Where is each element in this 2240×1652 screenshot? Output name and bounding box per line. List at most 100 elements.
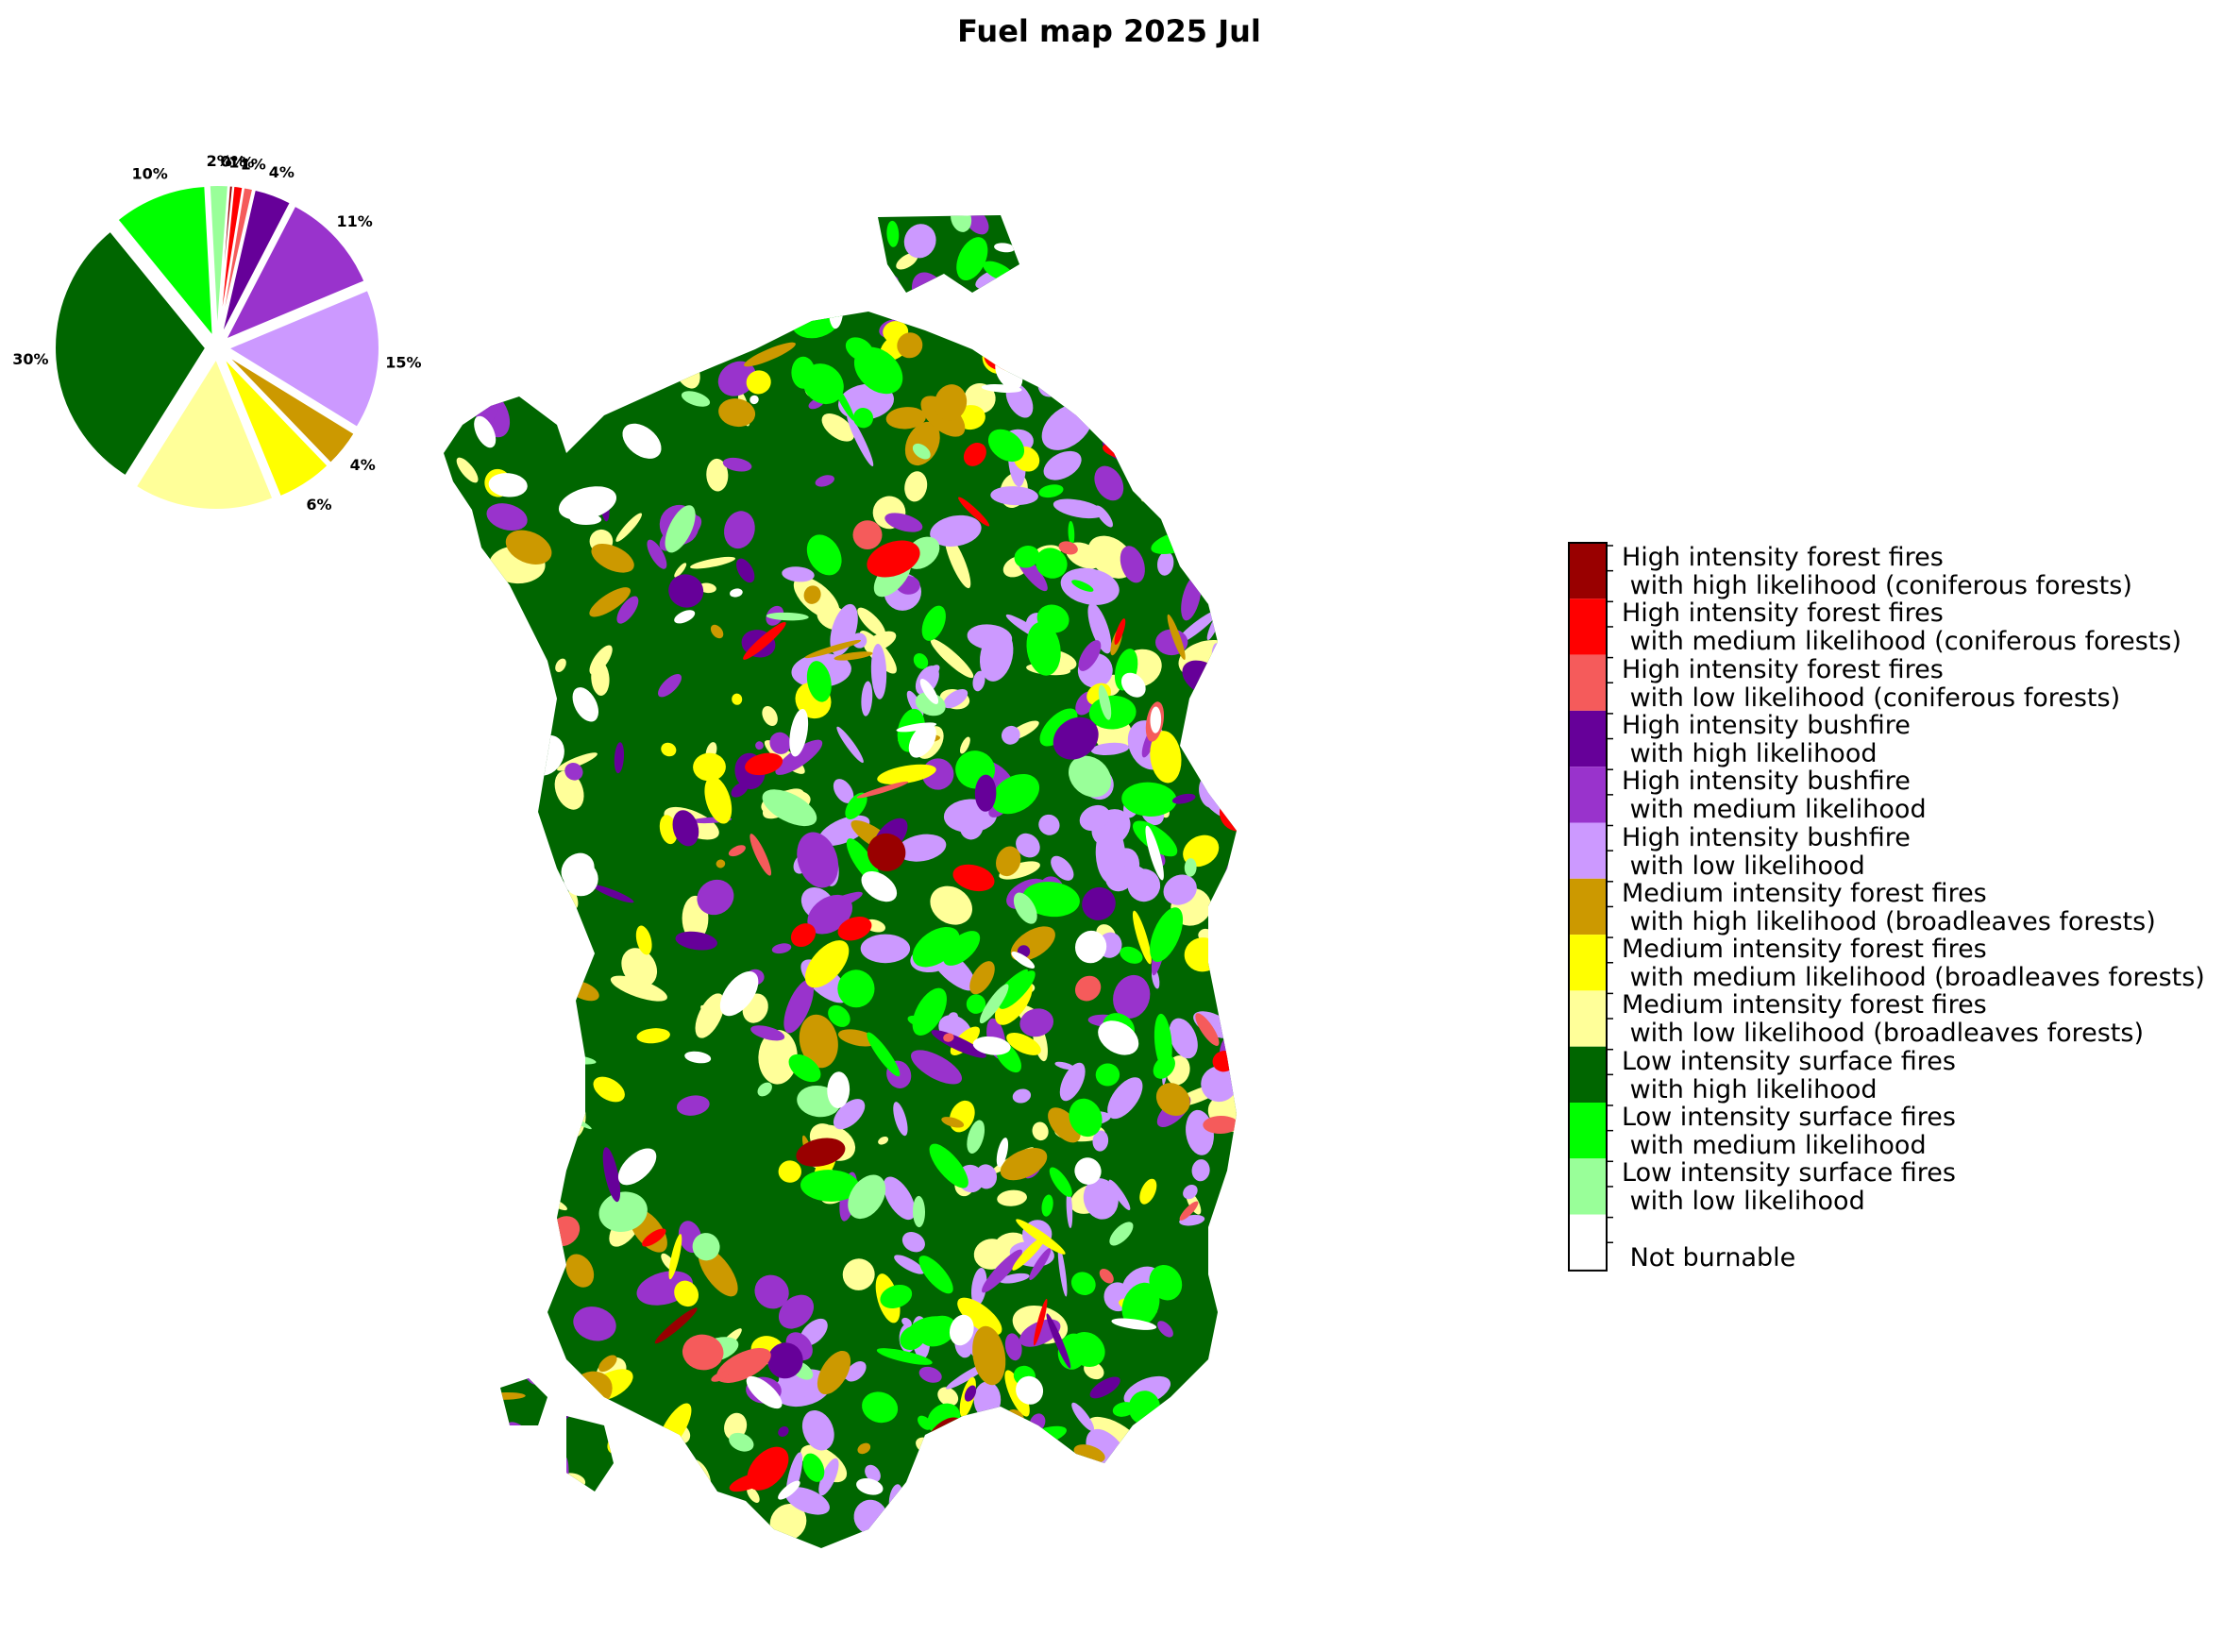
fuel-patch (1001, 725, 1020, 745)
fuel-patch (797, 215, 813, 226)
fuel-patch (1053, 716, 1099, 760)
fuel-patch (461, 572, 489, 592)
fuel-patch (692, 1233, 720, 1261)
fuel-patch (1231, 1213, 1237, 1254)
fuel-patch (836, 726, 864, 764)
fuel-patch (444, 714, 492, 735)
fuel-patch (602, 1147, 621, 1203)
fuel-patch (950, 1448, 973, 1477)
fuel-patch (675, 931, 717, 951)
fuel-patch (1012, 1235, 1047, 1271)
fuel-patch (705, 305, 720, 333)
fuel-patch (795, 215, 833, 249)
fuel-patch (1098, 684, 1112, 720)
fuel-patch (1114, 618, 1126, 646)
fuel-patch (878, 1137, 889, 1145)
fuel-patch (1087, 1512, 1103, 1542)
fuel-patch (1224, 614, 1237, 650)
fuel-patch (941, 1117, 965, 1128)
fuel-patch (1088, 224, 1110, 246)
fuel-patch (1215, 552, 1237, 594)
fuel-patch (706, 458, 729, 492)
fuel-patch (446, 1199, 483, 1228)
fuel-patch (777, 1039, 795, 1063)
fuel-patch (913, 653, 929, 669)
legend-label-line2: with high likelihood (1622, 1074, 1878, 1104)
fuel-patch (1167, 487, 1187, 508)
fuel-patch (783, 979, 815, 1034)
fuel-patch (1237, 307, 1277, 358)
map-title: Fuel map 2025 Jul (957, 13, 1261, 49)
fuel-patch (894, 1255, 925, 1274)
fuel-patch (1230, 1522, 1237, 1538)
fuel-patch (501, 1224, 531, 1252)
legend-label-line1: Medium intensity forest fires (1622, 935, 1987, 965)
fuel-patch (852, 408, 874, 429)
fuel-patch (579, 276, 607, 298)
legend-label-line1: High intensity forest fires (1622, 598, 1944, 629)
fuel-patch (1167, 614, 1186, 660)
fuel-patch (572, 687, 599, 722)
fuel-patch (502, 226, 556, 256)
fuel-patch (918, 1415, 933, 1430)
legend-colorbar (1568, 542, 1613, 1272)
legend-label-line2: with medium likelihood (1622, 795, 1927, 825)
legend-label-line1: Medium intensity forest fires (1622, 990, 1987, 1020)
fuel-patch (1219, 312, 1237, 356)
fuel-patch (709, 263, 742, 310)
fuel-patch (1043, 450, 1082, 480)
fuel-patch (491, 889, 511, 922)
fuel-patch (1118, 1496, 1142, 1521)
fuel-patch (530, 914, 556, 943)
fuel-patch (598, 1502, 644, 1536)
fuel-patch (912, 987, 947, 1036)
pie-slice (226, 288, 380, 430)
fuel-patch (479, 943, 497, 960)
fuel-patch (963, 442, 986, 466)
fuel-patch (1167, 448, 1204, 477)
fuel-patch (833, 779, 854, 803)
fuel-patch (912, 443, 931, 460)
fuel-patch (1159, 215, 1186, 260)
fuel-patch (1251, 975, 1305, 1037)
fuel-patch (1016, 1375, 1044, 1405)
fuel-patch (747, 1486, 760, 1503)
fuel-patch (1111, 1318, 1157, 1330)
fuel-patch (1120, 946, 1143, 964)
fuel-patch (1163, 874, 1197, 905)
legend-label-line1: Low intensity surface fires (1622, 1046, 1956, 1076)
fuel-patch (598, 1355, 617, 1373)
fuel-patch (789, 708, 809, 757)
fuel-patch (837, 969, 875, 1008)
pie-slice-label: 15% (183, 525, 219, 529)
fuel-patch (851, 269, 879, 281)
fuel-patch (617, 1148, 657, 1186)
fuel-patch (1057, 1245, 1068, 1297)
fuel-patch (444, 1429, 480, 1478)
fuel-patch (861, 870, 898, 902)
fuel-patch (554, 770, 584, 810)
fuel-patch (1068, 1516, 1081, 1531)
fuel-patch (877, 764, 936, 784)
fuel-patch (499, 1230, 522, 1257)
fuel-patch (842, 1258, 875, 1290)
fuel-patch (555, 351, 584, 376)
fuel-patch (972, 1036, 1011, 1055)
fuel-patch (453, 521, 467, 535)
fuel-patch (918, 1366, 942, 1383)
fuel-patch (501, 730, 543, 740)
fuel-patch (1076, 290, 1090, 316)
fuel-patch (974, 774, 997, 812)
fuel-patch (1219, 535, 1231, 548)
fuel-patch (972, 1325, 1006, 1386)
fuel-patch (1243, 1093, 1286, 1135)
fuel-patch (958, 497, 990, 527)
legend-swatch (1569, 1214, 1607, 1271)
fuel-patch (796, 1138, 846, 1167)
fuel-patch (935, 384, 968, 421)
fuel-patch (444, 780, 463, 818)
fuel-patch (1046, 1313, 1071, 1369)
fuel-patch (638, 219, 648, 248)
fuel-patch (979, 629, 1014, 682)
fuel-patch (778, 1426, 789, 1437)
